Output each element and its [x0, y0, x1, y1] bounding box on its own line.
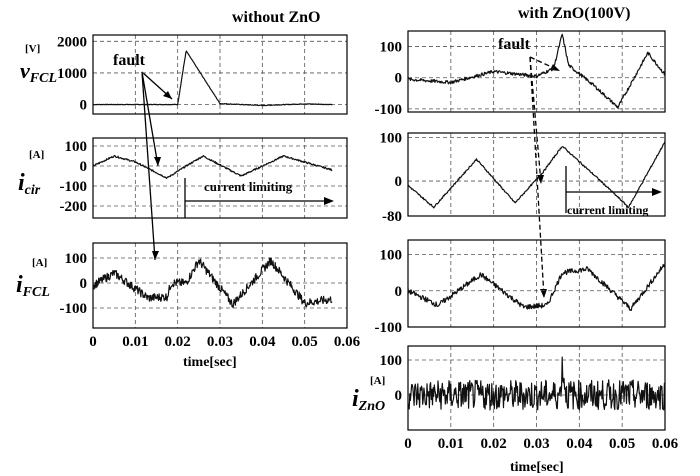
fault-arrowhead-left-1 [163, 91, 172, 99]
y-tick-label: -80 [382, 209, 402, 225]
y-tick-label: 1000 [57, 66, 87, 82]
x-tick-label: 0.04 [249, 334, 276, 350]
y-tick-label: 100 [380, 40, 403, 56]
left-column-title: without ZnO [232, 9, 320, 26]
izno-label: iZnO [352, 386, 385, 414]
y-tick-label: 100 [65, 251, 88, 267]
series-line [407, 33, 666, 109]
x-tick-label: 0.05 [292, 334, 318, 350]
icir-label: icir [18, 170, 41, 198]
fault-label-right: fault [498, 36, 531, 53]
vfcl-label-main: v [20, 58, 30, 83]
y-tick-label: 0 [395, 71, 403, 87]
chart-panel-7: 100 0 0 0.01 0.02 0.03 0.04 0.05 0.06 [380, 345, 679, 452]
chart-panel-5: 100 0 -80 [380, 130, 666, 225]
chart-panel-4: 100 0 -100 [375, 30, 666, 118]
x-tick-label: 0.02 [481, 436, 507, 452]
series-line [407, 263, 666, 311]
fault-arrow-left-3 [141, 71, 156, 261]
fault-arrowhead-left-2 [154, 157, 161, 166]
ifcl-unit-label: [A] [32, 257, 47, 269]
y-tick-label: 0 [395, 388, 403, 404]
chart-panel-2: 100 0 -100 -200 [60, 137, 348, 219]
y-tick-label: 0 [395, 174, 403, 190]
current-limiting-arrow-left [184, 178, 334, 218]
x-tick-label: 0.06 [652, 436, 679, 452]
x-tick-label: 0.04 [566, 436, 593, 452]
right-column-title: with ZnO(100V) [518, 5, 630, 22]
y-tick-label: 100 [65, 139, 88, 155]
x-tick-label: 0.06 [334, 334, 361, 350]
y-tick-label: -200 [60, 199, 88, 215]
x-axis-label-left: time[sec] [183, 355, 237, 370]
x-axis-label-right: time[sec] [510, 460, 564, 475]
fault-arrows-right [529, 56, 560, 298]
y-tick-label: 100 [380, 130, 403, 146]
axis-frame [92, 137, 348, 219]
series-line [407, 141, 666, 209]
y-tick-label: -100 [60, 179, 88, 195]
fault-arrow-right-3 [529, 56, 545, 298]
y-tick-label: 0 [80, 276, 88, 292]
ifcl-label-main: i [16, 272, 23, 298]
x-tick-label: 0.03 [207, 334, 233, 350]
series-line [407, 356, 666, 411]
axis-frame [407, 30, 666, 113]
axis-frame [92, 34, 348, 115]
x-tick-label: 0.03 [523, 436, 549, 452]
axis-frame [407, 132, 666, 217]
y-tick-label: 0 [395, 284, 403, 300]
izno-unit-label: [A] [370, 375, 385, 387]
fault-arrowhead-right-2 [537, 175, 544, 184]
series-line [92, 257, 333, 309]
x-tick-label: 0.01 [438, 436, 464, 452]
y-tick-label: 0 [80, 159, 88, 175]
x-tick-label: 0.01 [122, 334, 148, 350]
icir-unit-label: [A] [29, 149, 44, 161]
y-tick-label: 0 [80, 98, 88, 114]
axis-frame [407, 239, 666, 328]
y-tick-label: -100 [375, 320, 403, 336]
y-tick-label: 2000 [57, 34, 87, 50]
chart-panel-6: 100 0 -100 [375, 239, 666, 336]
axis-frame [407, 345, 666, 431]
y-tick-label: -100 [60, 301, 88, 317]
x-tick-label: 0 [404, 436, 412, 452]
x-tick-label: 0.05 [609, 436, 635, 452]
fault-arrow-left-2 [141, 71, 159, 167]
series-line [93, 50, 333, 107]
series-line [92, 154, 333, 179]
y-tick-label: 100 [380, 248, 403, 264]
vfcl-label: vFCL [20, 58, 57, 86]
icir-label-sub: cir [25, 183, 41, 198]
izno-label-main: i [352, 386, 359, 412]
fault-label-left: fault [113, 52, 146, 69]
current-limiting-arrowhead-left [324, 197, 334, 205]
fault-arrowhead-left-3 [152, 251, 159, 260]
ifcl-label-sub: FCL [22, 285, 50, 300]
current-limiting-arrowhead-right [652, 188, 662, 196]
x-tick-label: 0.02 [165, 334, 191, 350]
y-tick-label: -100 [375, 102, 403, 118]
chart-panel-1: 2000 1000 0 [57, 34, 348, 115]
y-tick-label: 100 [380, 353, 403, 369]
vfcl-unit-label: [V] [25, 43, 40, 55]
izno-label-sub: ZnO [358, 399, 385, 414]
x-tick-label: 0 [89, 334, 97, 350]
vfcl-label-sub: FCL [29, 71, 57, 86]
current-limiting-label-left: current limiting [204, 179, 293, 194]
fault-arrowhead-right-3 [540, 289, 547, 298]
ifcl-label: iFCL [16, 272, 50, 300]
icir-label-main: i [18, 170, 25, 196]
fault-arrow-right-2 [529, 56, 542, 184]
chart-panel-3: 100 0 -100 0 0.01 0.02 0.03 0.04 0.05 0.06 [60, 242, 361, 350]
fault-arrows-left [141, 71, 173, 261]
